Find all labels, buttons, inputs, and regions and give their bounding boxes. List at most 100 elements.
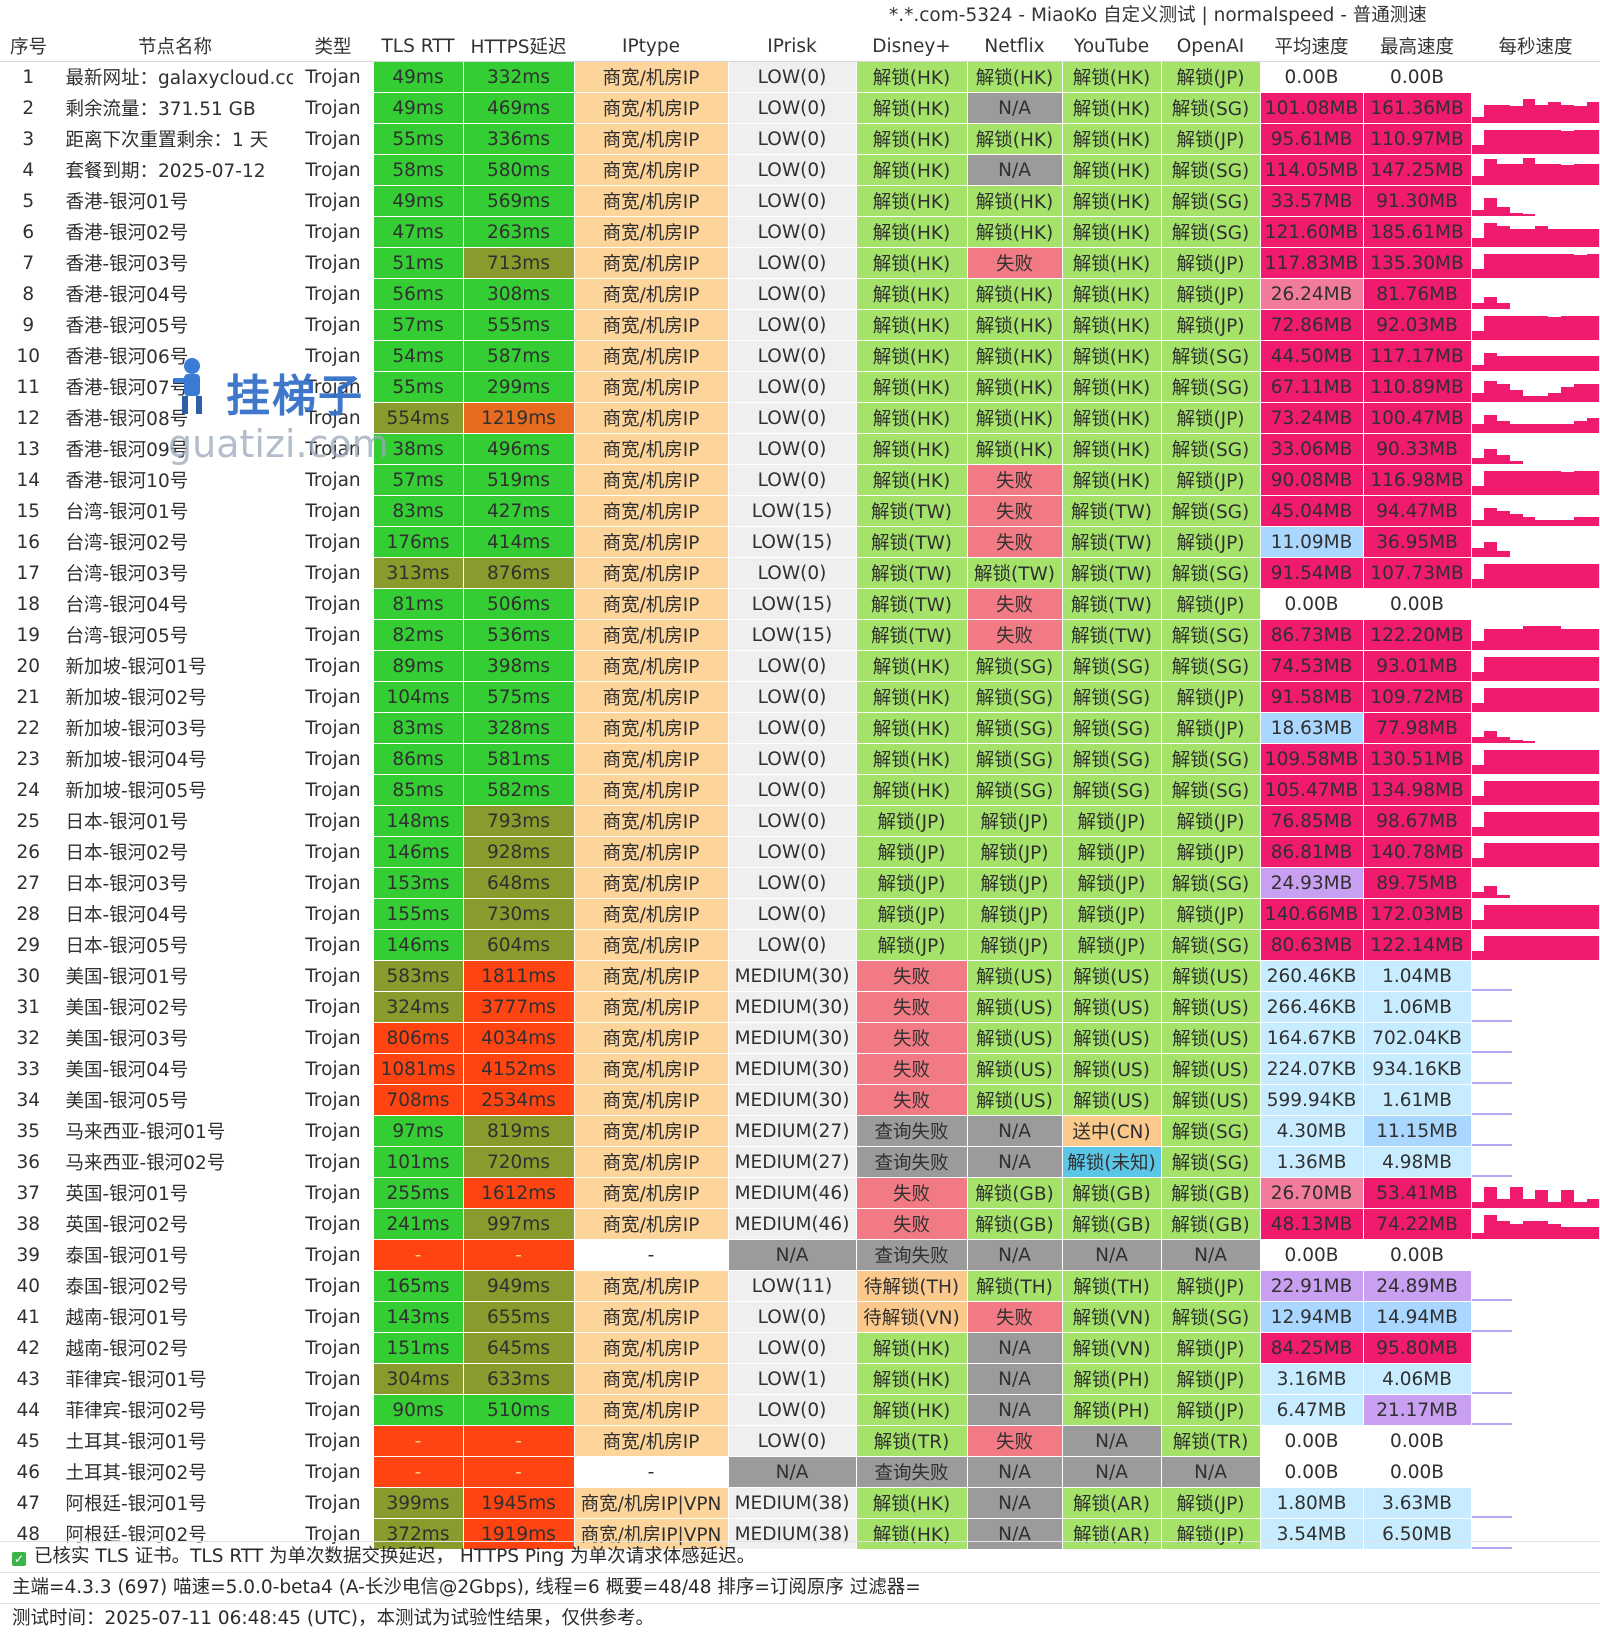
- table-row[interactable]: 47 阿根廷-银河01号 Trojan 399ms 1945ms 商宽/机房IP|VPN M…: [0, 1487, 1600, 1519]
- cell-node-name: 阿根廷-银河01号: [57, 1487, 294, 1519]
- table-row[interactable]: 34 美国-银河05号 Trojan 708ms 2534ms 商宽/机房IP MEDIUM…: [0, 1084, 1600, 1116]
- sparkline-bar: [1522, 356, 1536, 371]
- cell-speed-sparkline: [1471, 371, 1600, 403]
- table-row[interactable]: 17 台湾-银河03号 Trojan 313ms 876ms 商宽/机房IP LOW(0) 解…: [0, 557, 1600, 589]
- table-row[interactable]: 33 美国-银河04号 Trojan 1081ms 4152ms 商宽/机房IP MEDIU…: [0, 1053, 1600, 1085]
- table-row[interactable]: 29 日本-银河05号 Trojan 146ms 604ms 商宽/机房IP LOW(0) 解…: [0, 929, 1600, 961]
- table-row[interactable]: 31 美国-银河02号 Trojan 324ms 3777ms 商宽/机房IP MEDIUM…: [0, 991, 1600, 1023]
- table-row[interactable]: 27 日本-银河03号 Trojan 153ms 648ms 商宽/机房IP LOW(0) 解…: [0, 867, 1600, 899]
- cell-youtube: 解锁(HK): [1062, 123, 1162, 155]
- cell-netflix: 解锁(JP): [967, 836, 1063, 868]
- cell-iptype: 商宽/机房IP: [574, 929, 729, 961]
- cell-type: Trojan: [293, 681, 374, 713]
- table-row[interactable]: 32 美国-银河03号 Trojan 806ms 4034ms 商宽/机房IP MEDIUM…: [0, 1022, 1600, 1054]
- header-col-tls-rtt[interactable]: TLS RTT: [373, 31, 463, 62]
- table-row[interactable]: 28 日本-银河04号 Trojan 155ms 730ms 商宽/机房IP LOW(0) 解…: [0, 898, 1600, 930]
- header-col-type[interactable]: 类型: [293, 31, 373, 62]
- sparkline-bar: [1471, 892, 1485, 898]
- table-row[interactable]: 11 香港-银河07号 Trojan 55ms 299ms 商宽/机房IP LOW(0) 解锁…: [0, 371, 1600, 403]
- header-col-disney[interactable]: Disney+: [856, 31, 967, 62]
- sparkline-bar: [1497, 936, 1510, 960]
- sparkline-bar: [1573, 1227, 1587, 1239]
- table-row[interactable]: 19 台湾-银河05号 Trojan 82ms 536ms 商宽/机房IP LOW(15) 解…: [0, 619, 1600, 651]
- table-row[interactable]: 2 剩余流量：371.51 GB Trojan 49ms 469ms 商宽/机房IP LOW…: [0, 92, 1600, 124]
- table-row[interactable]: 18 台湾-银河04号 Trojan 81ms 506ms 商宽/机房IP LOW(15) 解…: [0, 588, 1600, 620]
- cell-node-name: 台湾-银河02号: [57, 526, 294, 558]
- table-row[interactable]: 5 香港-银河01号 Trojan 49ms 569ms 商宽/机房IP LOW(0) 解锁(…: [0, 185, 1600, 217]
- table-row[interactable]: 13 香港-银河09号 Trojan 38ms 496ms 商宽/机房IP LOW(0) 解锁…: [0, 433, 1600, 465]
- header-col-https-latency[interactable]: HTTPS延迟: [463, 31, 574, 62]
- header-col-openai[interactable]: OpenAI: [1161, 31, 1260, 62]
- sparkline-bar: [1548, 356, 1562, 371]
- table-row[interactable]: 14 香港-银河10号 Trojan 57ms 519ms 商宽/机房IP LOW(0) 解锁…: [0, 464, 1600, 496]
- table-row[interactable]: 43 菲律宾-银河01号 Trojan 304ms 633ms 商宽/机房IP LOW(1)…: [0, 1363, 1600, 1395]
- table-row[interactable]: 45 土耳其-银河01号 Trojan - - 商宽/机房IP LOW(0) 解锁(TR) 失败…: [0, 1425, 1600, 1457]
- table-row[interactable]: 42 越南-银河02号 Trojan 151ms 645ms 商宽/机房IP LOW(0) 解…: [0, 1332, 1600, 1364]
- cell-openai: 解锁(JP): [1161, 1518, 1261, 1550]
- table-row[interactable]: 20 新加坡-银河01号 Trojan 89ms 398ms 商宽/机房IP LOW(0) 解…: [0, 650, 1600, 682]
- table-row[interactable]: 44 菲律宾-银河02号 Trojan 90ms 510ms 商宽/机房IP LOW(0) 解…: [0, 1394, 1600, 1426]
- table-row[interactable]: 39 泰国-银河01号 Trojan - - - N/A 查询失败 N/A N/A N/A 0.00B…: [0, 1239, 1600, 1271]
- table-row[interactable]: 9 香港-银河05号 Trojan 57ms 555ms 商宽/机房IP LOW(0) 解锁(…: [0, 309, 1600, 341]
- table-row[interactable]: 6 香港-银河02号 Trojan 47ms 263ms 商宽/机房IP LOW(0) 解锁(…: [0, 216, 1600, 248]
- header-col-youtube[interactable]: YouTube: [1062, 31, 1161, 62]
- header-col-iprisk[interactable]: IPrisk: [728, 31, 856, 62]
- header-col-node-name[interactable]: 节点名称: [57, 31, 293, 62]
- table-row[interactable]: 12 香港-银河08号 Trojan 554ms 1219ms 商宽/机房IP LOW(0)…: [0, 402, 1600, 434]
- cell-iprisk: LOW(0): [728, 1425, 857, 1457]
- table-row[interactable]: 48 阿根廷-银河02号 Trojan 372ms 1919ms 商宽/机房IP|VPN M…: [0, 1518, 1600, 1550]
- table-row[interactable]: 10 香港-银河06号 Trojan 54ms 587ms 商宽/机房IP LOW(0) 解锁…: [0, 340, 1600, 372]
- table-row[interactable]: 16 台湾-银河02号 Trojan 176ms 414ms 商宽/机房IP LOW(15)…: [0, 526, 1600, 558]
- table-row[interactable]: 35 马来西亚-银河01号 Trojan 97ms 819ms 商宽/机房IP MEDIUM…: [0, 1115, 1600, 1147]
- table-row[interactable]: 23 新加坡-银河04号 Trojan 86ms 581ms 商宽/机房IP LOW(0) 解…: [0, 743, 1600, 775]
- table-row[interactable]: 4 套餐到期：2025-07-12 Trojan 58ms 580ms 商宽/机房IP LO…: [0, 154, 1600, 186]
- sparkline-bar: [1471, 520, 1485, 526]
- table-row[interactable]: 38 英国-银河02号 Trojan 241ms 997ms 商宽/机房IP MEDIUM(…: [0, 1208, 1600, 1240]
- table-row[interactable]: 25 日本-银河01号 Trojan 148ms 793ms 商宽/机房IP LOW(0) 解…: [0, 805, 1600, 837]
- table-row[interactable]: 36 马来西亚-银河02号 Trojan 101ms 720ms 商宽/机房IP MEDIU…: [0, 1146, 1600, 1178]
- header-col-netflix[interactable]: Netflix: [967, 31, 1062, 62]
- table-row[interactable]: 7 香港-银河03号 Trojan 51ms 713ms 商宽/机房IP LOW(0) 解锁(…: [0, 247, 1600, 279]
- cell-max-speed: 140.78MB: [1363, 836, 1472, 868]
- cell-tls-rtt: 54ms: [373, 340, 464, 372]
- cell-iptype: 商宽/机房IP: [574, 1363, 729, 1395]
- table-row[interactable]: 3 距离下次重置剩余：1 天 Trojan 55ms 336ms 商宽/机房IP LOW(0…: [0, 123, 1600, 155]
- table-row[interactable]: 24 新加坡-银河05号 Trojan 85ms 582ms 商宽/机房IP LOW(0) 解…: [0, 774, 1600, 806]
- sparkline-bar: [1484, 1215, 1498, 1239]
- cell-node-name: 越南-银河02号: [57, 1332, 294, 1364]
- table-row[interactable]: 41 越南-银河01号 Trojan 143ms 655ms 商宽/机房IP LOW(0) 待…: [0, 1301, 1600, 1333]
- sparkline-bar: [1471, 858, 1485, 867]
- table-row[interactable]: 26 日本-银河02号 Trojan 146ms 928ms 商宽/机房IP LOW(0) 解…: [0, 836, 1600, 868]
- cell-openai: 解锁(SG): [1161, 929, 1261, 961]
- cell-openai: 解锁(JP): [1161, 309, 1261, 341]
- cell-max-speed: 36.95MB: [1363, 526, 1472, 558]
- table-row[interactable]: 15 台湾-银河01号 Trojan 83ms 427ms 商宽/机房IP LOW(15) 解…: [0, 495, 1600, 527]
- table-row[interactable]: 22 新加坡-银河03号 Trojan 83ms 328ms 商宽/机房IP LOW(0) 解…: [0, 712, 1600, 744]
- table-row[interactable]: 46 土耳其-银河02号 Trojan - - - N/A 查询失败 N/A N/A N/A 0.00…: [0, 1456, 1600, 1488]
- table-row[interactable]: 30 美国-银河01号 Trojan 583ms 1811ms 商宽/机房IP MEDIUM…: [0, 960, 1600, 992]
- sparkline-bar: [1561, 472, 1574, 495]
- table-row[interactable]: 8 香港-银河04号 Trojan 56ms 308ms 商宽/机房IP LOW(0) 解锁(…: [0, 278, 1600, 310]
- table-row[interactable]: 21 新加坡-银河02号 Trojan 104ms 575ms 商宽/机房IP LOW(0)…: [0, 681, 1600, 713]
- cell-iprisk: MEDIUM(38): [728, 1518, 857, 1550]
- header-col-per-second-speed[interactable]: 每秒速度: [1471, 31, 1600, 62]
- header-col-avg-speed[interactable]: 平均速度: [1260, 31, 1363, 62]
- header-col-index[interactable]: 序号: [0, 31, 57, 62]
- cell-netflix: 失败: [967, 1301, 1063, 1333]
- sparkline-bar: [1535, 254, 1549, 278]
- sparkline-bar: [1509, 564, 1523, 588]
- cell-youtube: 解锁(JP): [1062, 867, 1162, 899]
- sparkline-bar: [1573, 781, 1587, 805]
- cell-iptype: 商宽/机房IP: [574, 867, 729, 899]
- cell-netflix: 解锁(HK): [967, 278, 1063, 310]
- cell-iptype: 商宽/机房IP: [574, 1177, 729, 1209]
- header-col-iptype[interactable]: IPtype: [574, 31, 728, 62]
- table-row[interactable]: 40 泰国-银河02号 Trojan 165ms 949ms 商宽/机房IP LOW(11)…: [0, 1270, 1600, 1302]
- table-row[interactable]: 1 最新网址：galaxycloud.cc Trojan 49ms 332ms 商宽/机房…: [0, 61, 1600, 93]
- table-row[interactable]: 37 英国-银河01号 Trojan 255ms 1612ms 商宽/机房IP MEDIUM…: [0, 1177, 1600, 1209]
- cell-avg-speed: 140.66MB: [1260, 898, 1364, 930]
- cell-tls-rtt: 165ms: [373, 1270, 464, 1302]
- cell-iptype: 商宽/机房IP: [574, 1301, 729, 1333]
- header-col-max-speed[interactable]: 最高速度: [1363, 31, 1471, 62]
- sparkline-bar: [1535, 812, 1549, 836]
